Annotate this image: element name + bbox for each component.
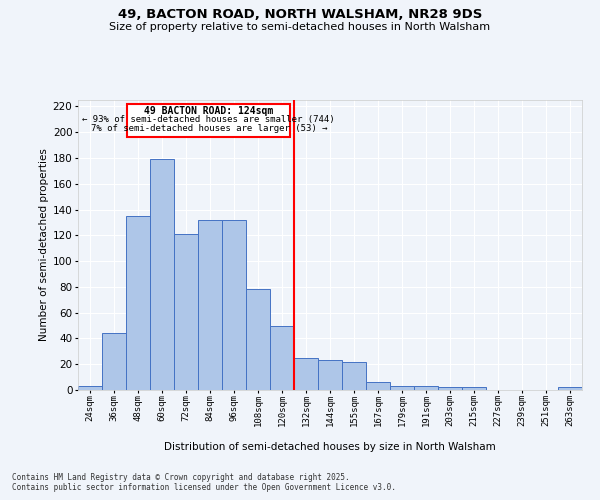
Bar bbox=[438, 388, 462, 390]
Text: 7% of semi-detached houses are larger (53) →: 7% of semi-detached houses are larger (5… bbox=[91, 124, 327, 134]
Bar bbox=[102, 334, 126, 390]
Bar bbox=[390, 386, 414, 390]
Bar bbox=[414, 386, 438, 390]
Bar bbox=[222, 220, 246, 390]
Text: Distribution of semi-detached houses by size in North Walsham: Distribution of semi-detached houses by … bbox=[164, 442, 496, 452]
Text: 49 BACTON ROAD: 124sqm: 49 BACTON ROAD: 124sqm bbox=[144, 106, 274, 117]
Text: 49, BACTON ROAD, NORTH WALSHAM, NR28 9DS: 49, BACTON ROAD, NORTH WALSHAM, NR28 9DS bbox=[118, 8, 482, 20]
Bar bbox=[174, 234, 198, 390]
Bar bbox=[150, 160, 174, 390]
Bar bbox=[78, 386, 102, 390]
Bar bbox=[127, 104, 290, 138]
Bar bbox=[462, 388, 486, 390]
Bar bbox=[366, 382, 390, 390]
Bar bbox=[198, 220, 222, 390]
Bar bbox=[294, 358, 318, 390]
Bar bbox=[318, 360, 342, 390]
Text: Contains HM Land Registry data © Crown copyright and database right 2025.: Contains HM Land Registry data © Crown c… bbox=[12, 472, 350, 482]
Text: ← 93% of semi-detached houses are smaller (744): ← 93% of semi-detached houses are smalle… bbox=[82, 116, 335, 124]
Text: Contains public sector information licensed under the Open Government Licence v3: Contains public sector information licen… bbox=[12, 484, 396, 492]
Bar bbox=[126, 216, 150, 390]
Bar bbox=[246, 290, 270, 390]
Text: Size of property relative to semi-detached houses in North Walsham: Size of property relative to semi-detach… bbox=[109, 22, 491, 32]
Y-axis label: Number of semi-detached properties: Number of semi-detached properties bbox=[38, 148, 49, 342]
Bar bbox=[342, 362, 366, 390]
Bar bbox=[558, 388, 582, 390]
Bar bbox=[270, 326, 294, 390]
